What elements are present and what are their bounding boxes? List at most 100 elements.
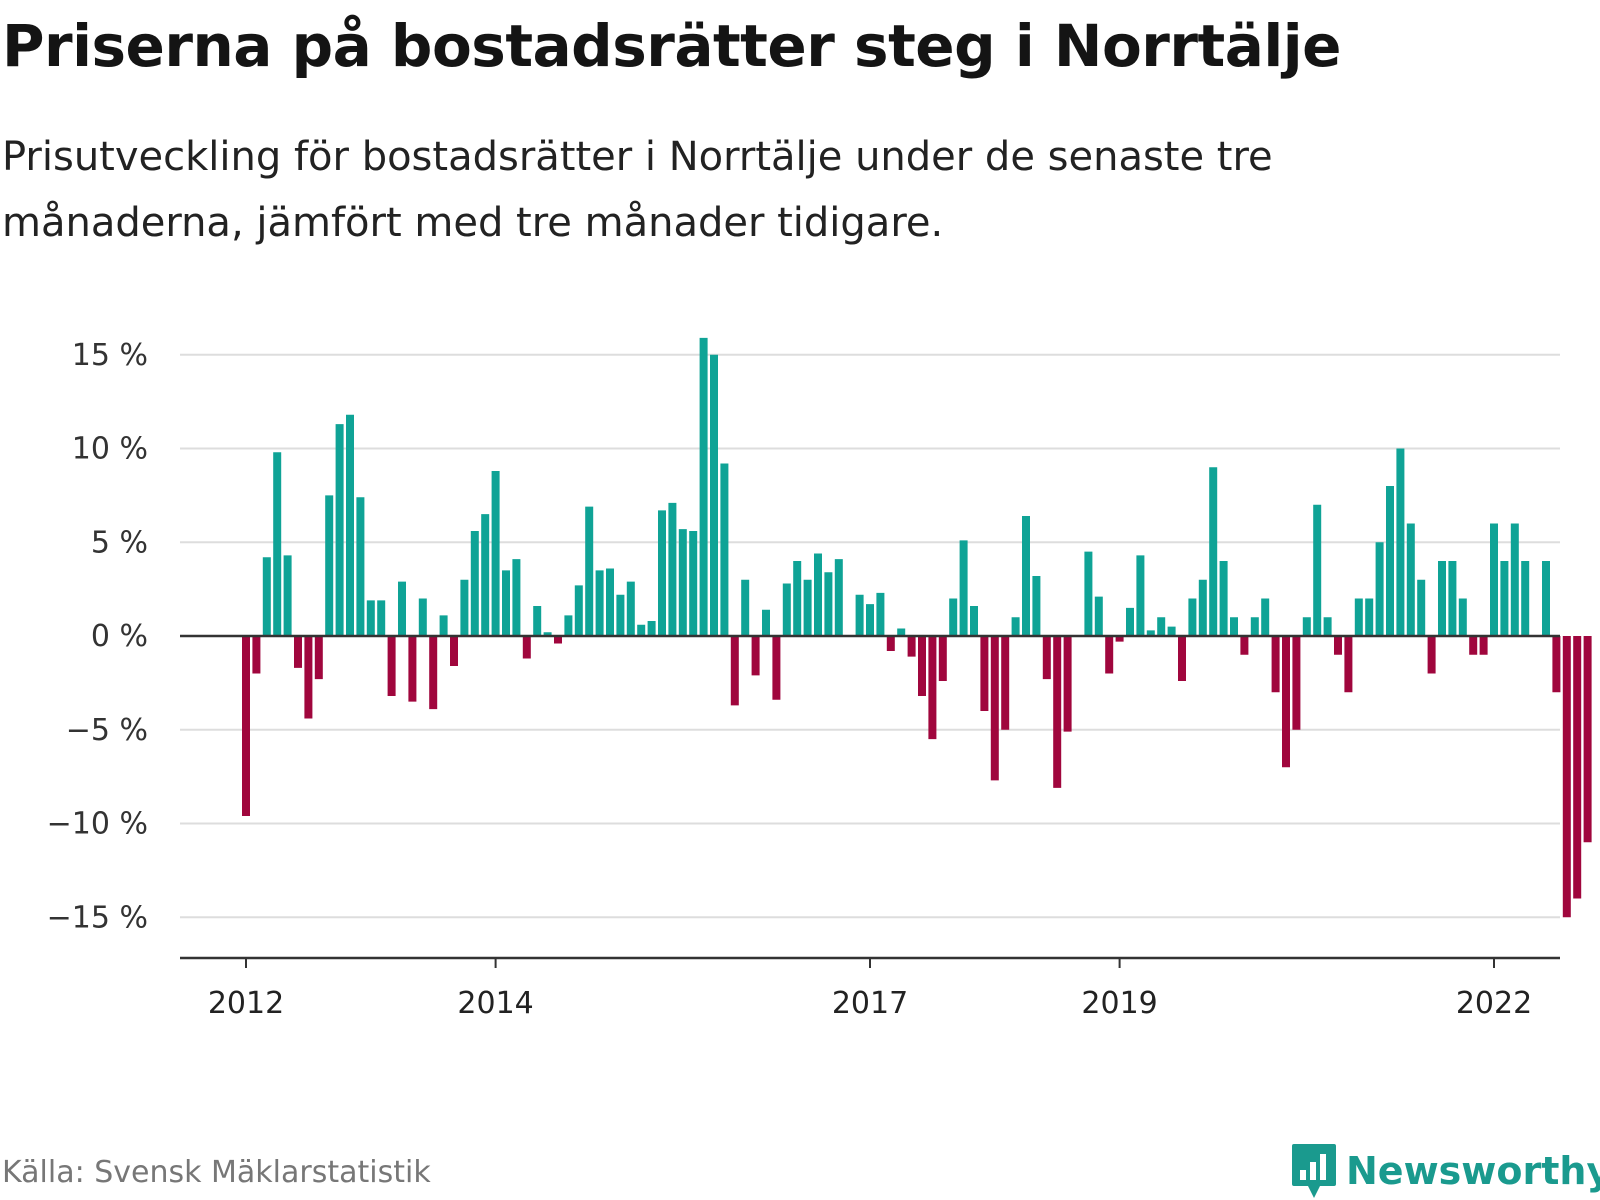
bar [398,581,406,636]
bar [1240,636,1249,655]
bar [959,540,968,636]
bar [824,572,833,636]
bar [658,510,666,636]
bar [533,606,542,636]
bar [366,600,375,636]
bar [668,502,677,636]
bar [886,636,895,651]
x-tick-label: 2017 [832,986,908,1021]
y-tick-label: 0 % [91,619,148,654]
bar [1479,636,1488,655]
bar [522,636,531,659]
bar [1136,555,1145,636]
bar [803,579,812,636]
bar [564,615,573,636]
bar [491,471,500,636]
bar [1178,636,1186,681]
bar [439,615,448,636]
y-tick-label: 5 % [91,525,148,560]
bar [1209,467,1218,636]
x-tick-label: 2014 [457,986,533,1021]
bar [1094,596,1103,636]
bar [876,592,885,636]
bar [949,598,958,636]
bar [1219,561,1228,636]
bar [1323,617,1332,636]
x-axis-ticks: 201220142017201920222024 [208,958,1532,1021]
bar [377,600,386,636]
bar [918,636,926,696]
bar [1292,636,1301,730]
bar [1313,504,1322,636]
bar [585,506,594,636]
bar [512,559,521,636]
bar [1053,636,1062,788]
bar [294,636,302,668]
bar [814,553,822,636]
bar [1011,617,1020,636]
bar [647,621,656,636]
bar [928,636,937,740]
bar [252,636,261,674]
bar [720,463,729,636]
bar [1427,636,1436,674]
bar [1438,561,1446,636]
bar [1417,579,1426,636]
bar [1396,448,1405,636]
bar [1230,617,1238,636]
x-tick-label: 2019 [1081,986,1157,1021]
bar [1458,598,1467,636]
bar [1126,607,1134,636]
x-tick-label: 2012 [208,986,284,1021]
bar [481,514,490,636]
bar [1188,598,1197,636]
bars [242,337,1592,918]
bar [616,594,625,636]
bar [346,414,354,636]
bar [1282,636,1290,768]
bar [970,606,978,636]
newsworthy-logo[interactable]: Newsworthy [1290,1142,1600,1200]
bar [1375,542,1384,636]
bar [314,636,323,680]
bar [1365,598,1374,636]
bar [1521,561,1530,636]
bar [1115,636,1124,642]
bar [1344,636,1353,693]
y-tick-label: −5 % [66,713,148,748]
bar [1084,551,1093,636]
bar [990,636,999,781]
bar [907,636,916,657]
bar [1001,636,1010,730]
bar [470,531,479,636]
bar [782,583,791,636]
bar [1271,636,1280,693]
bar [1406,523,1415,636]
bar [678,529,687,636]
y-tick-label: 10 % [72,432,148,467]
bar [1562,636,1571,918]
bar [1500,561,1509,636]
bar [626,581,635,636]
bar [356,497,365,636]
bar [1448,561,1457,636]
bar [1469,636,1478,655]
bar [502,570,510,636]
bar [242,636,250,816]
bar [834,559,843,636]
bar [574,585,583,636]
bar [1354,598,1363,636]
bar [1042,636,1051,680]
bar [1542,561,1550,636]
y-tick-label: −10 % [47,807,148,842]
bar [595,570,604,636]
bar [1063,636,1072,732]
bar [762,609,770,636]
bar [1157,617,1166,636]
bar [387,636,396,696]
bar [273,452,282,636]
bar [793,561,802,636]
bar [429,636,438,710]
bar [730,636,739,706]
bar [554,636,562,644]
